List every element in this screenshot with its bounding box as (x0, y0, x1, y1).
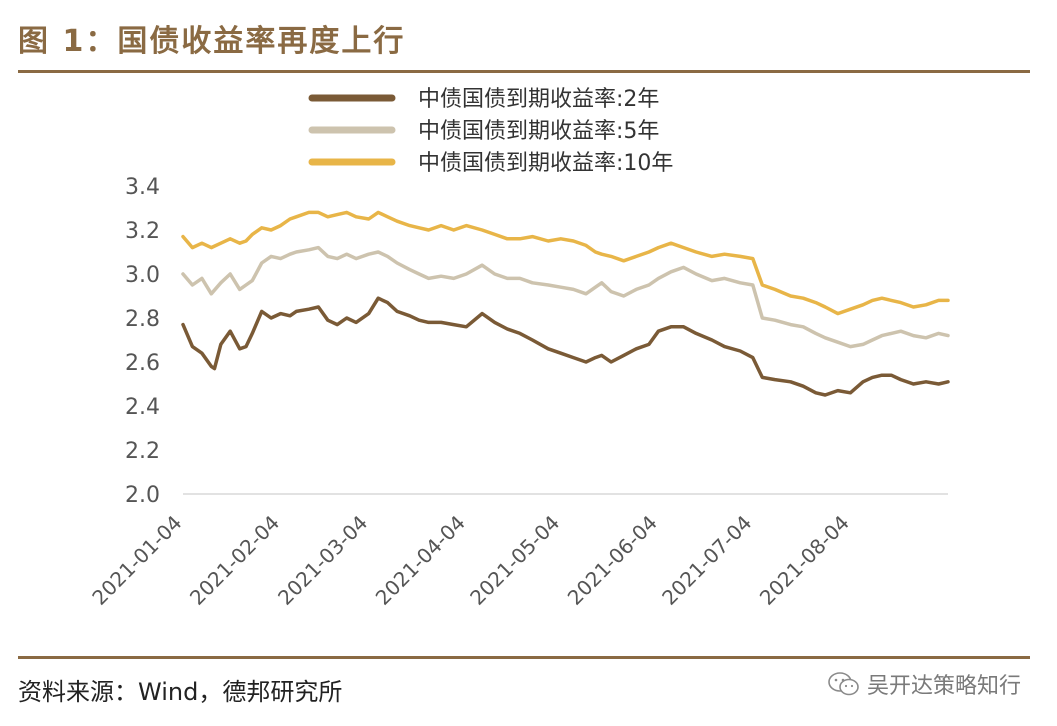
x-tick-label: 2021-07-04 (657, 511, 756, 610)
wechat-icon (828, 672, 859, 696)
x-tick-label: 2021-02-04 (185, 511, 284, 610)
source-note: 资料来源：Wind，德邦研究所 (18, 678, 343, 706)
x-axis: 2021-01-042021-02-042021-03-042021-04-04… (87, 511, 854, 610)
x-tick-label: 2021-05-04 (465, 511, 564, 610)
y-tick-label: 3.2 (125, 219, 160, 244)
y-tick-label: 2.4 (125, 395, 160, 420)
wechat-watermark: 吴开达策略知行 (827, 668, 1021, 700)
x-tick-label: 2021-01-04 (87, 511, 186, 610)
footer-divider (18, 656, 1030, 659)
y-tick-label: 2.2 (125, 439, 160, 464)
y-tick-label: 3.0 (125, 263, 160, 288)
legend-label: 中债国债到期收益率:5年 (418, 119, 659, 144)
y-tick-label: 2.6 (125, 351, 160, 376)
y-tick-label: 3.4 (125, 175, 160, 200)
y-tick-label: 2.8 (125, 307, 160, 332)
x-tick-label: 2021-08-04 (755, 511, 854, 610)
x-tick-label: 2021-04-04 (371, 511, 470, 610)
series-lines (181, 210, 950, 397)
series-line-2y (181, 296, 950, 397)
watermark-text: 吴开达策略知行 (866, 674, 1021, 699)
legend-label: 中债国债到期收益率:2年 (418, 87, 659, 112)
figure-title: 图 1：国债收益率再度上行 (18, 24, 406, 59)
series-line-5y (181, 245, 950, 349)
x-tick-label: 2021-06-04 (563, 511, 662, 610)
y-axis: 2.0 2.2 2.4 2.6 2.8 3.0 3.2 3.4 (125, 175, 160, 508)
y-tick-label: 2.0 (125, 483, 160, 508)
x-tick-label: 2021-03-04 (273, 511, 372, 610)
title-divider (18, 70, 1030, 73)
series-line-10y (181, 210, 950, 316)
legend-label: 中债国债到期收益率:10年 (418, 151, 673, 176)
